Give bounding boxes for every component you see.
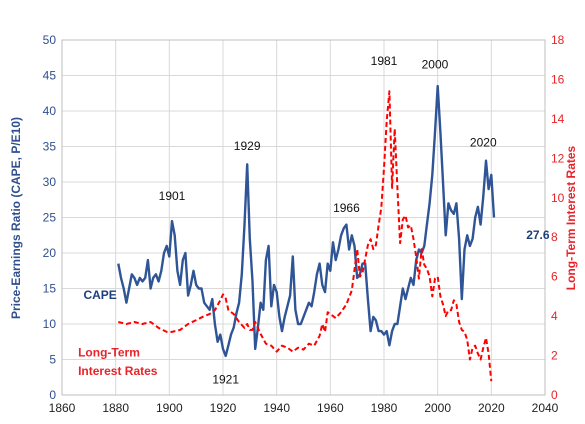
annotation-label: 1966 bbox=[333, 201, 360, 215]
left-tick-label: 30 bbox=[43, 175, 57, 189]
series-line-cape bbox=[117, 84, 496, 358]
x-tick-label: 1880 bbox=[102, 401, 129, 415]
left-tick-label: 20 bbox=[43, 246, 57, 260]
left-tick-label: 15 bbox=[43, 282, 57, 296]
x-tick-label: 1940 bbox=[263, 401, 290, 415]
x-tick-label: 1980 bbox=[371, 401, 398, 415]
annotation-label: 1901 bbox=[159, 189, 186, 203]
right-tick-label: 6 bbox=[551, 270, 558, 284]
x-tick-label: 2000 bbox=[424, 401, 451, 415]
left-tick-label: 10 bbox=[43, 317, 57, 331]
x-tick-label: 2040 bbox=[532, 401, 559, 415]
right-tick-label: 0 bbox=[551, 388, 558, 402]
left-tick-label: 5 bbox=[49, 353, 56, 367]
left-tick-label: 25 bbox=[43, 211, 57, 225]
right-tick-label: 4 bbox=[551, 309, 558, 323]
annotation-label: 2020 bbox=[470, 136, 497, 150]
left-axis-title: Price-Earnings Ratio (CAPE, P/E10) bbox=[9, 117, 23, 319]
left-tick-label: 0 bbox=[49, 388, 56, 402]
series-layer bbox=[117, 84, 496, 382]
annotation-label: 2000 bbox=[422, 57, 449, 71]
x-tick-label: 1860 bbox=[49, 401, 76, 415]
left-tick-label: 50 bbox=[43, 33, 57, 47]
annotation-label: 1921 bbox=[212, 373, 239, 387]
annotations: 1901 1929 1921 1966 1981 2000 2020 27.6 CAPE Long… bbox=[78, 54, 550, 387]
left-tick-label: 35 bbox=[43, 140, 57, 154]
right-tick-label: 8 bbox=[551, 230, 558, 244]
right-tick-label: 12 bbox=[551, 151, 565, 165]
x-tick-label: 1920 bbox=[210, 401, 237, 415]
annotation-label: 27.6 bbox=[526, 228, 550, 242]
annotation-label: 1929 bbox=[234, 139, 261, 153]
right-tick-label: 18 bbox=[551, 33, 565, 47]
right-tick-label: 10 bbox=[551, 191, 565, 205]
x-tick-label: 2020 bbox=[478, 401, 505, 415]
plot-area-border bbox=[61, 39, 546, 396]
x-tick-label: 1900 bbox=[156, 401, 183, 415]
left-tick-label: 45 bbox=[43, 69, 57, 83]
left-axis-ticks: 0 5 10 15 20 25 30 35 40 45 50 bbox=[43, 33, 57, 402]
annotation-label: Long-Term bbox=[78, 346, 140, 360]
x-axis-ticks: 1860 1880 1900 1920 1940 1960 1980 2000 2020 2040 bbox=[49, 401, 559, 415]
right-axis-ticks: 0 2 4 6 8 10 12 14 16 18 bbox=[551, 33, 565, 402]
right-axis-title: Long-Term Interest Rates bbox=[564, 145, 578, 290]
annotation-label: Interest Rates bbox=[78, 364, 158, 378]
x-tick-label: 1960 bbox=[317, 401, 344, 415]
left-tick-label: 40 bbox=[43, 104, 57, 118]
annotation-label: 1981 bbox=[371, 54, 398, 68]
right-tick-label: 16 bbox=[551, 72, 565, 86]
annotation-label: CAPE bbox=[83, 288, 116, 302]
right-tick-label: 2 bbox=[551, 349, 558, 363]
right-tick-label: 14 bbox=[551, 112, 565, 126]
